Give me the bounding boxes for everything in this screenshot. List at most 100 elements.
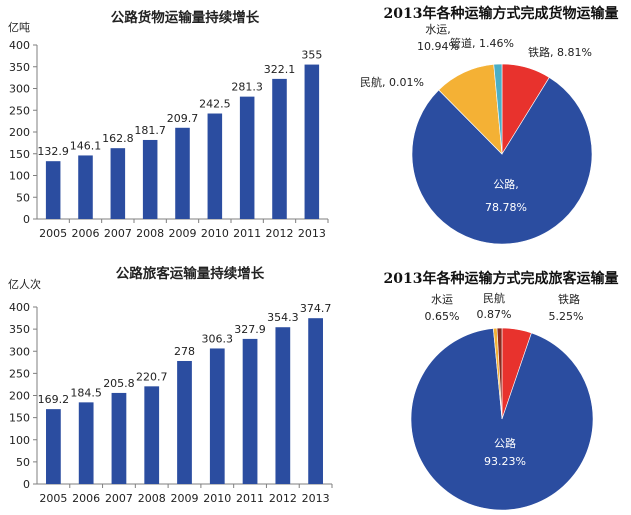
freight-x-tick-label-2009: 2009 [169, 227, 197, 240]
freight-data-label-2013: 355 [301, 49, 322, 62]
passenger-data-label-2005: 169.2 [38, 393, 70, 406]
freight-bar-2012 [272, 78, 287, 219]
freight-bar-2006 [78, 155, 93, 219]
passenger-data-label-2013: 374.7 [300, 302, 332, 315]
pie2-label-民航: 民航 [483, 291, 505, 305]
passenger-bars: 050100150200250300350400169.22005184.520… [9, 301, 333, 505]
pie2-pct-铁路: 5.25% [549, 310, 584, 323]
pie2-pct-公路: 93.23% [484, 455, 526, 468]
freight-data-label-2009: 209.7 [167, 112, 199, 125]
passenger-bar-title: 公路旅客运输量持续增长 [116, 265, 265, 282]
freight-x-tick-label-2006: 2006 [72, 227, 100, 240]
freight-bar-title: 公路货物运输量持续增长 [111, 9, 260, 26]
freight-bar-2011 [239, 96, 255, 219]
freight-data-label-2008: 181.7 [134, 124, 166, 137]
passenger-pie-slices [410, 327, 594, 511]
freight-bar-chart: 公路货物运输量持续增长 亿吨 0 50 100 150 200 250 300 350 400 1… [8, 9, 329, 240]
passenger-bar-2009 [177, 360, 192, 484]
passenger-bar-2012 [275, 327, 291, 484]
passenger-x-tick-label-2006: 2006 [72, 492, 100, 505]
freight-data-label-2006: 146.1 [70, 139, 102, 152]
passenger-x-tick-label-2011: 2011 [236, 492, 264, 505]
freight-bar-2009 [175, 127, 190, 219]
freight-y-tick-label: 250 [9, 104, 30, 117]
freight-x-tick-label-2013: 2013 [298, 227, 326, 240]
passenger-data-label-2011: 327.9 [234, 323, 266, 336]
freight-bar-2007 [110, 148, 126, 219]
passenger-data-label-2010: 306.3 [202, 332, 234, 345]
freight-y-tick-label: 0 [23, 213, 30, 226]
pie-label-铁路: 铁路, 8.81% [528, 46, 592, 59]
freight-x-tick-label-2005: 2005 [39, 227, 67, 240]
passenger-x-tick-label-2008: 2008 [138, 492, 166, 505]
pie-pct-公路: 78.78% [485, 201, 527, 214]
freight-y-tick-label: 300 [9, 83, 30, 96]
passenger-data-label-2009: 278 [174, 345, 195, 358]
freight-bar-ylabel: 亿吨 [8, 21, 30, 34]
freight-pie-slice-公路 [411, 77, 593, 245]
freight-bar-2013 [304, 64, 320, 219]
passenger-y-tick-label: 0 [23, 478, 30, 491]
freight-x-tick-label-2011: 2011 [233, 227, 261, 240]
passenger-data-label-2008: 220.7 [136, 370, 168, 383]
pie2-label-水运: 水运 [431, 293, 453, 306]
passenger-pie-slice-公路 [410, 328, 594, 511]
passenger-pie-chart: 2013年各种运输方式完成旅客运输量 公路 93.23% 水运 0.65% 民航… [384, 270, 618, 511]
freight-x-tick-label-2008: 2008 [136, 227, 164, 240]
freight-data-label-2012: 322.1 [264, 63, 296, 76]
freight-y-tick-label: 350 [9, 61, 30, 74]
passenger-bar-2013 [308, 318, 323, 484]
freight-bar-2005 [45, 161, 61, 219]
freight-bar-2010 [207, 113, 223, 219]
passenger-y-tick-label: 350 [9, 323, 30, 336]
passenger-bar-2011 [242, 338, 258, 484]
freight-bars: 0 50 100 150 200 250 300 350 400 132.9 2005 146.1 20… [9, 39, 329, 240]
freight-y-tick-label: 400 [9, 39, 30, 52]
pie2-pct-民航: 0.87% [477, 308, 512, 321]
passenger-bar-2005 [46, 409, 61, 484]
passenger-x-tick-label-2010: 2010 [203, 492, 231, 505]
pie2-label-公路: 公路 [494, 437, 516, 450]
passenger-x-tick-label-2012: 2012 [269, 492, 297, 505]
passenger-pie-slice-民航 [496, 327, 503, 420]
pie-label-民航: 民航, 0.01% [360, 75, 424, 89]
pie2-pct-水运: 0.65% [425, 310, 460, 323]
freight-y-tick-label: 200 [9, 126, 30, 139]
freight-pie-title: 2013年各种运输方式完成货物运输量 [384, 5, 619, 22]
passenger-y-tick-label: 50 [16, 456, 30, 469]
passenger-bar-2007 [111, 392, 127, 484]
freight-pie-slices [411, 63, 593, 245]
passenger-bar-2008 [144, 386, 160, 484]
passenger-y-tick-label: 100 [9, 434, 30, 447]
freight-data-label-2005: 132.9 [37, 145, 69, 158]
passenger-y-tick-label: 200 [9, 390, 30, 403]
passenger-x-tick-label-2005: 2005 [39, 492, 67, 505]
passenger-y-tick-label: 150 [9, 412, 30, 425]
passenger-x-tick-label-2007: 2007 [105, 492, 133, 505]
passenger-y-tick-label: 250 [9, 367, 30, 380]
freight-x-tick-label-2012: 2012 [266, 227, 294, 240]
passenger-x-tick-label-2009: 2009 [171, 492, 199, 505]
passenger-y-tick-label: 400 [9, 301, 30, 314]
freight-x-tick-label-2010: 2010 [201, 227, 229, 240]
freight-data-label-2010: 242.5 [199, 98, 231, 111]
passenger-y-tick-label: 300 [9, 345, 30, 358]
freight-pie-slice-管道 [493, 63, 503, 155]
pie-label-公路: 公路, [493, 178, 519, 191]
pie-label-水运: 水运, [425, 23, 451, 36]
freight-y-tick-label: 50 [16, 191, 30, 204]
freight-y-tick-label: 150 [9, 148, 30, 161]
pie-label-管道: 管道, 1.46% [450, 36, 514, 50]
passenger-bar-2010 [209, 348, 225, 484]
freight-bar-2008 [142, 139, 158, 219]
pie2-label-铁路: 铁路 [558, 293, 580, 306]
passenger-bar-ylabel: 亿人次 [8, 277, 41, 291]
passenger-x-tick-label-2013: 2013 [302, 492, 330, 505]
freight-y-tick-label: 100 [9, 170, 30, 183]
freight-pie-chart: 2013年各种运输方式完成货物运输量 公路, 78.78% 铁路, 8.81% … [360, 5, 619, 245]
passenger-data-label-2007: 205.8 [103, 377, 135, 390]
freight-data-label-2007: 162.8 [102, 132, 134, 145]
passenger-data-label-2006: 184.5 [70, 386, 102, 399]
passenger-bar-2006 [78, 402, 94, 484]
